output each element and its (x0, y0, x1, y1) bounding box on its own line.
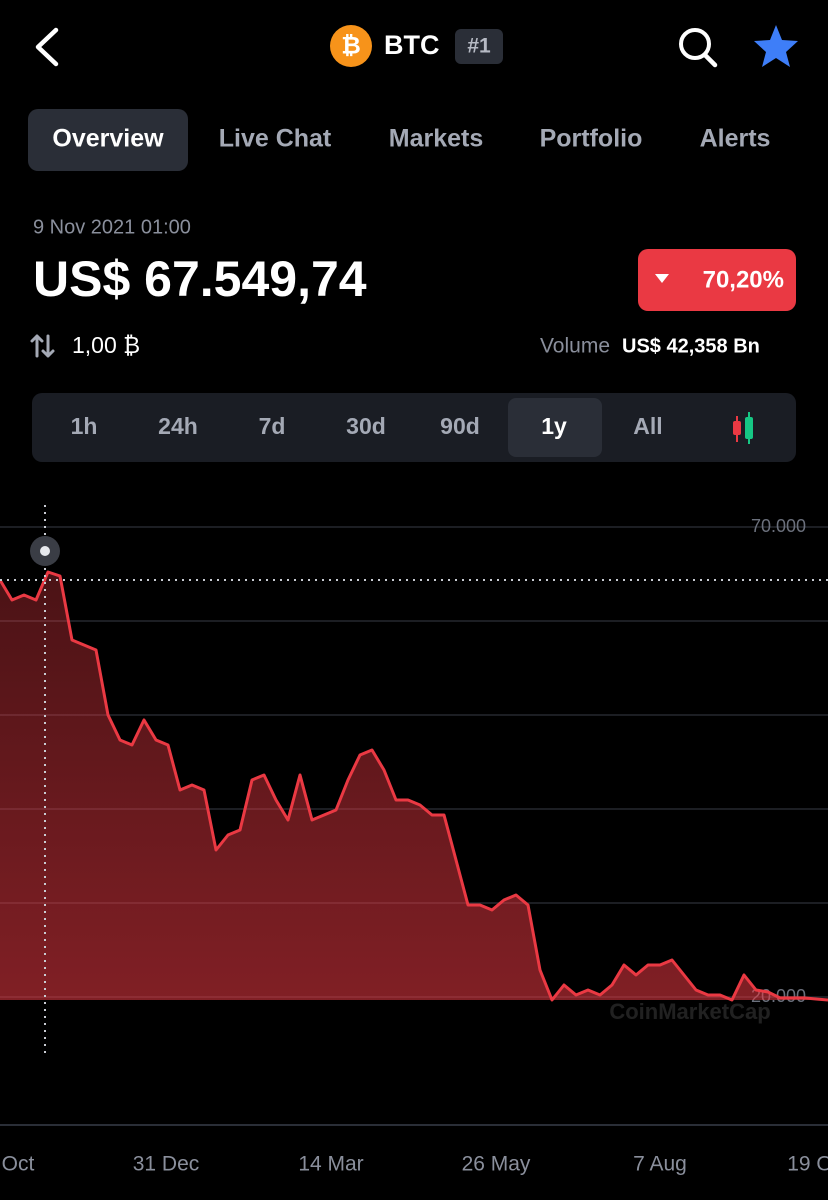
rank: #1 (467, 35, 491, 58)
search-button[interactable] (679, 28, 718, 68)
tab[interactable]: Portfolio (540, 125, 643, 153)
range-button[interactable]: 1y (541, 413, 567, 439)
range-button[interactable]: All (633, 413, 662, 439)
svg-text:₿: ₿ (341, 32, 361, 59)
candle-toggle[interactable] (733, 412, 753, 444)
range-selected-bg (508, 398, 602, 457)
change-badge (638, 249, 796, 311)
rank-badge (455, 29, 503, 64)
tab[interactable]: Live Chat (219, 125, 332, 153)
x-tick-label: 7 Aug (633, 1153, 687, 1176)
range-button[interactable]: 30d (346, 413, 386, 439)
range-button[interactable]: 1h (71, 413, 98, 439)
price: US$ 67.549,74 (33, 251, 367, 307)
y-tick-label: 70.000 (751, 516, 806, 536)
watermark: CoinMarketCap (609, 999, 770, 1024)
tab[interactable]: Overview (52, 125, 164, 153)
x-tick-label: 31 Dec (133, 1153, 200, 1176)
range-bar (32, 393, 796, 462)
coin-symbol: BTC (384, 30, 440, 60)
volume-label: Volume (540, 335, 610, 358)
x-tick-label: 14 Mar (298, 1153, 363, 1176)
hover-dot (40, 546, 50, 556)
back-button[interactable] (35, 27, 59, 67)
tab[interactable]: Alerts (700, 125, 771, 153)
volume: US$ 42,358 Bn (622, 335, 760, 357)
tab-selected-bg (28, 109, 188, 171)
range-button[interactable]: 90d (440, 413, 480, 439)
swap-icon (30, 334, 55, 358)
coin-icon: ₿ (330, 25, 372, 67)
down-arrow (655, 274, 669, 283)
x-tick-label: 26 May (462, 1153, 531, 1176)
watchlist-star[interactable] (754, 25, 798, 67)
x-tick-label: 19 O (787, 1153, 828, 1176)
area-fill (0, 572, 828, 1000)
change: 70,20% (703, 266, 784, 293)
x-tick-label: Oct (2, 1153, 35, 1176)
tab[interactable]: Markets (389, 125, 484, 153)
datetime: 9 Nov 2021 01:00 (33, 216, 191, 238)
price-line (0, 570, 828, 1002)
amount: 1,00 ₿ (72, 332, 140, 358)
range-button[interactable]: 24h (158, 413, 198, 439)
range-button[interactable]: 7d (259, 413, 286, 439)
